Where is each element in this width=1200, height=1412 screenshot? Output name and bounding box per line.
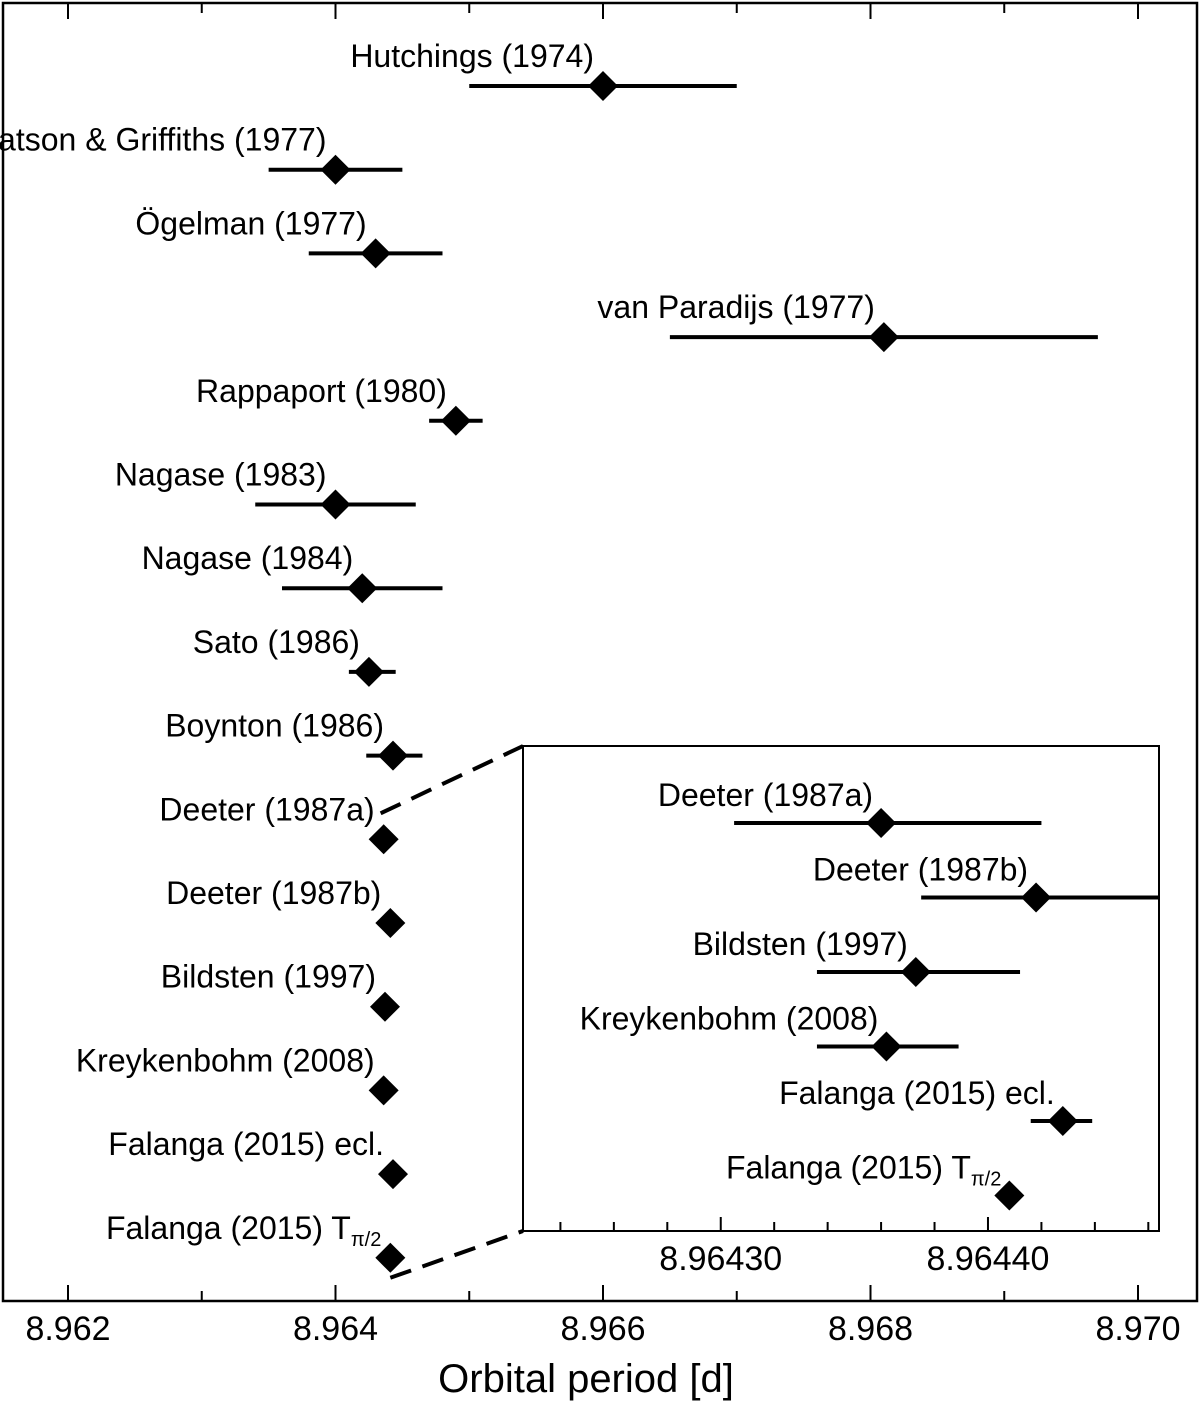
data-point-group: Bildsten (1997) bbox=[161, 959, 400, 1022]
data-point-marker bbox=[347, 573, 378, 604]
inset-data-point-label: Kreykenbohm (2008) bbox=[580, 1001, 879, 1037]
data-point-marker bbox=[378, 740, 409, 771]
inset-data-point-group: Kreykenbohm (2008) bbox=[580, 1001, 959, 1062]
inset-data-point-label: Falanga (2015) Tπ/2 bbox=[726, 1150, 1001, 1191]
data-point-label: Nagase (1984) bbox=[142, 540, 354, 576]
data-point-marker bbox=[440, 405, 471, 436]
data-point-label: Nagase (1983) bbox=[115, 457, 327, 493]
data-point-label: Hutchings (1974) bbox=[350, 38, 594, 74]
data-point-group: van Paradijs (1977) bbox=[597, 289, 1098, 353]
inset-data-point-marker bbox=[994, 1180, 1025, 1211]
inset-x-tick-label: 8.96430 bbox=[659, 1240, 782, 1278]
data-point-marker bbox=[360, 238, 391, 269]
data-point-marker bbox=[320, 154, 351, 185]
inset-data-point-label: Deeter (1987a) bbox=[658, 777, 873, 813]
data-point-group: Deeter (1987a) bbox=[159, 791, 399, 855]
data-point-marker bbox=[368, 1075, 399, 1106]
data-point-marker bbox=[353, 656, 384, 687]
data-point-label: van Paradijs (1977) bbox=[597, 289, 874, 325]
data-point-marker bbox=[368, 824, 399, 855]
data-point-group: Nagase (1983) bbox=[115, 457, 416, 520]
data-point-label: Sato (1986) bbox=[193, 624, 360, 660]
inset-data-point-marker bbox=[871, 1031, 902, 1062]
data-point-marker bbox=[378, 1159, 409, 1190]
x-tick-label: 8.970 bbox=[1095, 1310, 1180, 1348]
data-point-marker bbox=[868, 322, 899, 353]
inset-connector-lines bbox=[379, 744, 524, 1280]
data-point-label: Watson & Griffiths (1977) bbox=[0, 122, 327, 158]
x-axis-label: Orbital period [d] bbox=[438, 1357, 734, 1401]
inset-data-point-group: Falanga (2015) Tπ/2 bbox=[726, 1150, 1025, 1211]
data-point-marker bbox=[375, 1242, 406, 1273]
inset-data-point-group: Falanga (2015) ecl. bbox=[779, 1075, 1093, 1136]
inset-x-tick-label: 8.96440 bbox=[927, 1240, 1050, 1278]
data-point-label: Boynton (1986) bbox=[165, 708, 384, 744]
data-point-group: Ögelman (1977) bbox=[135, 205, 443, 269]
data-point-group: Falanga (2015) Tπ/2 bbox=[106, 1210, 406, 1273]
inset-data-point-label: Deeter (1987b) bbox=[813, 852, 1028, 888]
data-point-group: Nagase (1984) bbox=[142, 540, 443, 604]
x-tick-label: 8.962 bbox=[25, 1310, 110, 1348]
inset-data-point-marker bbox=[900, 957, 931, 987]
data-point-marker bbox=[320, 489, 351, 520]
connector-line-bottom bbox=[389, 1229, 524, 1280]
inset-data-point-label: Falanga (2015) ecl. bbox=[779, 1075, 1055, 1111]
data-point-label: Deeter (1987a) bbox=[159, 791, 374, 827]
data-point-marker bbox=[588, 71, 618, 101]
inset-data-point-marker bbox=[1047, 1106, 1078, 1136]
data-point-label: Falanga (2015) Tπ/2 bbox=[106, 1210, 381, 1251]
data-point-group: Deeter (1987b) bbox=[166, 875, 406, 938]
connector-line-top bbox=[379, 744, 524, 816]
data-point-marker bbox=[375, 908, 406, 938]
data-point-group: Boynton (1986) bbox=[165, 708, 423, 771]
main-series: Hutchings (1974) Watson & Griffiths (1977… bbox=[0, 38, 1098, 1273]
plot-frame bbox=[1, 1, 1199, 1303]
x-tick-label: 8.966 bbox=[560, 1310, 645, 1348]
x-tick-label: 8.964 bbox=[293, 1310, 378, 1348]
data-point-group: Watson & Griffiths (1977) bbox=[0, 122, 403, 185]
data-point-label: Bildsten (1997) bbox=[161, 959, 376, 995]
data-point-label: Kreykenbohm (2008) bbox=[76, 1042, 375, 1078]
data-point-label: Deeter (1987b) bbox=[166, 875, 381, 911]
x-tick-label: 8.968 bbox=[828, 1310, 913, 1348]
inset-data-point-group: Bildsten (1997) bbox=[693, 926, 1021, 987]
data-point-group: Sato (1986) bbox=[193, 624, 396, 687]
inset-data-point-group: Deeter (1987a) bbox=[658, 777, 1042, 838]
data-point-label: Ögelman (1977) bbox=[135, 205, 366, 241]
data-point-group: Hutchings (1974) bbox=[350, 38, 737, 101]
data-point-group: Falanga (2015) ecl. bbox=[108, 1126, 409, 1190]
data-point-group: Rappaport (1980) bbox=[196, 373, 483, 436]
inset-x-ticks: 8.96430 8.96440 bbox=[559, 1217, 1150, 1278]
main-x-ticks: 8.962 8.964 8.966 8.968 8.970 bbox=[25, 3, 1181, 1348]
data-point-group: Kreykenbohm (2008) bbox=[76, 1042, 399, 1106]
inset-series: Deeter (1987a) Deeter (1987b) Bildsten (19… bbox=[580, 777, 1159, 1211]
data-point-label: Falanga (2015) ecl. bbox=[108, 1126, 384, 1162]
data-point-label: Rappaport (1980) bbox=[196, 373, 447, 409]
inset-data-point-group: Deeter (1987b) bbox=[813, 852, 1159, 913]
inset-data-point-label: Bildsten (1997) bbox=[693, 926, 908, 962]
inset-frame bbox=[522, 745, 1160, 1232]
inset-data-point-marker bbox=[866, 808, 897, 838]
inset-data-point-marker bbox=[1021, 882, 1052, 913]
data-point-marker bbox=[369, 991, 400, 1022]
